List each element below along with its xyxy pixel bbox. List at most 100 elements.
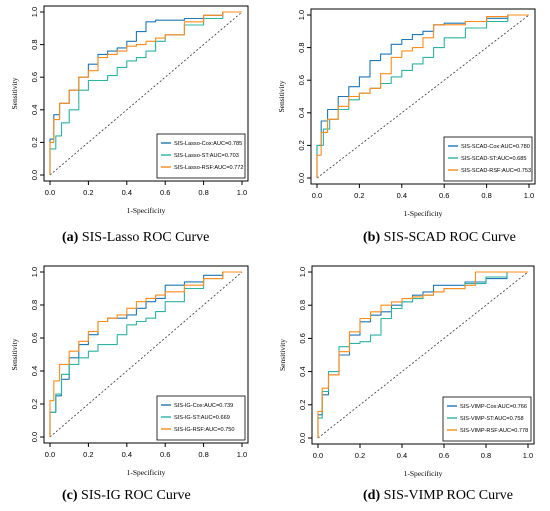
y-tick-label: 0.0 xyxy=(30,432,39,442)
y-tick-label: 0.4 xyxy=(297,108,306,118)
y-tick-label: 0.2 xyxy=(298,400,307,410)
x-tick-label: 0.2 xyxy=(83,188,93,197)
y-tick-label: 0.6 xyxy=(298,333,307,343)
y-tick-label: 0.4 xyxy=(30,366,39,376)
diagonal-reference-line xyxy=(317,271,529,439)
x-tick-label: 0.2 xyxy=(355,451,365,460)
x-tick-label: 0.4 xyxy=(122,188,132,197)
x-tick-label: 0.8 xyxy=(198,450,208,459)
legend-entry: SIS-Lasso-RSF:AUC=0.772 xyxy=(174,165,244,171)
x-tick-label: 0.6 xyxy=(160,450,170,459)
roc-chart-a: 0.0 0.2 0.4 0.6 0.8 1.0 0.0 0.2 0.4 0.6 0.8 1.0 1-Sp… xyxy=(10,5,249,215)
y-axis-label: Sensitivity xyxy=(10,338,19,370)
legend-entry: SIS-SCAD-ST:AUC=0.685 xyxy=(461,156,526,162)
plot-frame xyxy=(310,8,536,185)
y-tick-label: 0.8 xyxy=(30,39,39,49)
caption-a: (a) SIS-Lasso ROC Curve xyxy=(62,230,209,246)
chart-panel-a: 0.0 0.2 0.4 0.6 0.8 1.0 0.0 0.2 0.4 0.6 0.8 1.0 1-Sp… xyxy=(0,0,275,255)
caption-c: (c) SIS-IG ROC Curve xyxy=(62,488,191,504)
x-tick-label: 0.2 xyxy=(83,450,93,459)
x-tick-label: 0.0 xyxy=(45,188,55,197)
y-tick-label: 0.8 xyxy=(297,42,306,52)
plot-frame xyxy=(311,265,535,445)
plot-frame xyxy=(43,265,249,444)
diagonal-reference-line xyxy=(49,11,243,176)
y-tick-label: 0.2 xyxy=(30,137,39,147)
x-tick-label: 0.6 xyxy=(439,451,449,460)
x-tick-label: 0.6 xyxy=(439,191,449,200)
caption-text-d: SIS-VIMP ROC Curve xyxy=(383,488,514,503)
x-tick-label: 1.0 xyxy=(524,191,534,200)
legend-entry: SIS-SCAD-Cox:AUC=0.780 xyxy=(461,144,530,150)
roc-series-line xyxy=(49,271,242,437)
legend-entry: SIS-IG-ST:AUC=0.669 xyxy=(174,415,230,421)
chart-panel-b: 0.0 0.2 0.4 0.6 0.8 1.0 0.0 0.2 0.4 0.6 0.8 1.0 1-Sp… xyxy=(275,0,550,255)
y-tick-label: 0.2 xyxy=(297,140,306,150)
legend-box xyxy=(156,133,246,179)
x-axis-label: 1-Specificity xyxy=(127,468,166,477)
y-tick-label: 0.8 xyxy=(298,300,307,310)
x-tick-label: 1.0 xyxy=(523,451,533,460)
y-tick-label: 1.0 xyxy=(298,267,307,277)
legend-entry: SIS-SCAD-RSF:AUC=0.753 xyxy=(461,168,531,174)
x-tick-label: 0.6 xyxy=(160,188,170,197)
y-tick-label: 0.8 xyxy=(30,300,39,310)
roc-series-line xyxy=(49,11,242,175)
caption-text-a: SIS-Lasso ROC Curve xyxy=(81,230,210,245)
legend-box xyxy=(443,136,533,182)
x-tick-label: 0.4 xyxy=(397,451,407,460)
caption-label-c: (c) xyxy=(62,488,78,503)
x-tick-label: 0.8 xyxy=(481,191,491,200)
x-tick-label: 0.8 xyxy=(198,188,208,197)
x-axis-label: 1-Specificity xyxy=(404,209,443,218)
caption-label-b: (b) xyxy=(363,230,381,245)
x-tick-label: 0.2 xyxy=(354,191,364,200)
legend-entry: SIS-IG-RSF:AUC=0.750 xyxy=(174,427,234,433)
x-tick-label: 0.8 xyxy=(481,451,491,460)
roc-chart-c: 0.0 0.2 0.4 0.6 0.8 1.0 0.0 0.2 0.4 0.6 0.8 1.0 1-Sp… xyxy=(10,265,249,477)
x-tick-label: 0.4 xyxy=(397,191,407,200)
y-tick-label: 1.0 xyxy=(30,7,39,17)
roc-series-line xyxy=(49,271,242,437)
legend-entry: SIS-VIMP-Cox:AUC=0.766 xyxy=(460,404,527,410)
x-axis-label: 1-Specificity xyxy=(404,469,443,478)
y-tick-label: 0.6 xyxy=(30,72,39,82)
roc-series-line xyxy=(49,271,242,437)
chart-panel-d: 0.0 0.2 0.4 0.6 0.8 1.0 0.0 0.2 0.4 0.6 0.8 1.0 1-Sp… xyxy=(275,255,550,511)
caption-label-a: (a) xyxy=(62,230,79,245)
x-tick-label: 1.0 xyxy=(237,450,247,459)
legend-entry: SIS-VIMP-ST:AUC=0.758 xyxy=(460,416,524,422)
x-tick-label: 0.4 xyxy=(122,450,132,459)
y-tick-label: 0.6 xyxy=(30,333,39,343)
roc-series-line xyxy=(316,14,529,178)
roc-chart-b: 0.0 0.2 0.4 0.6 0.8 1.0 0.0 0.2 0.4 0.6 0.8 1.0 1-Sp… xyxy=(277,8,536,218)
y-tick-label: 0.0 xyxy=(30,170,39,180)
y-tick-label: 1.0 xyxy=(30,267,39,277)
caption-text-c: SIS-IG ROC Curve xyxy=(81,488,191,503)
y-axis-label: Sensitivity xyxy=(278,339,287,371)
x-axis-label: 1-Specificity xyxy=(127,206,166,215)
y-tick-label: 0.0 xyxy=(298,433,307,443)
x-tick-label: 0.0 xyxy=(313,451,323,460)
x-tick-label: 0.0 xyxy=(45,450,55,459)
y-tick-label: 0.4 xyxy=(30,105,39,115)
y-axis-label: Sensitivity xyxy=(277,80,286,112)
legend-entry: SIS-IG-Cox:AUC=0.739 xyxy=(174,403,233,409)
caption-d: (d) SIS-VIMP ROC Curve xyxy=(363,488,513,504)
y-tick-label: 0.0 xyxy=(297,173,306,183)
y-axis-label: Sensitivity xyxy=(10,77,19,109)
y-tick-label: 1.0 xyxy=(297,10,306,20)
roc-chart-d: 0.0 0.2 0.4 0.6 0.8 1.0 0.0 0.2 0.4 0.6 0.8 1.0 1-Sp… xyxy=(278,265,535,478)
diagonal-reference-line xyxy=(316,14,530,179)
chart-panel-c: 0.0 0.2 0.4 0.6 0.8 1.0 0.0 0.2 0.4 0.6 0.8 1.0 1-Sp… xyxy=(0,255,275,511)
legend-entry: SIS-Lasso-Cox:AUC=0.785 xyxy=(174,141,242,147)
roc-series-line xyxy=(317,271,528,438)
x-tick-label: 0.0 xyxy=(312,191,322,200)
y-tick-label: 0.2 xyxy=(30,399,39,409)
plot-frame xyxy=(43,5,249,182)
y-tick-label: 0.4 xyxy=(298,366,307,376)
legend-entry: SIS-VIMP-RSF:AUC=0.778 xyxy=(460,428,528,434)
legend-entry: SIS-Lasso-ST:AUC=0.703 xyxy=(174,153,239,159)
caption-b: (b) SIS-SCAD ROC Curve xyxy=(363,230,516,246)
